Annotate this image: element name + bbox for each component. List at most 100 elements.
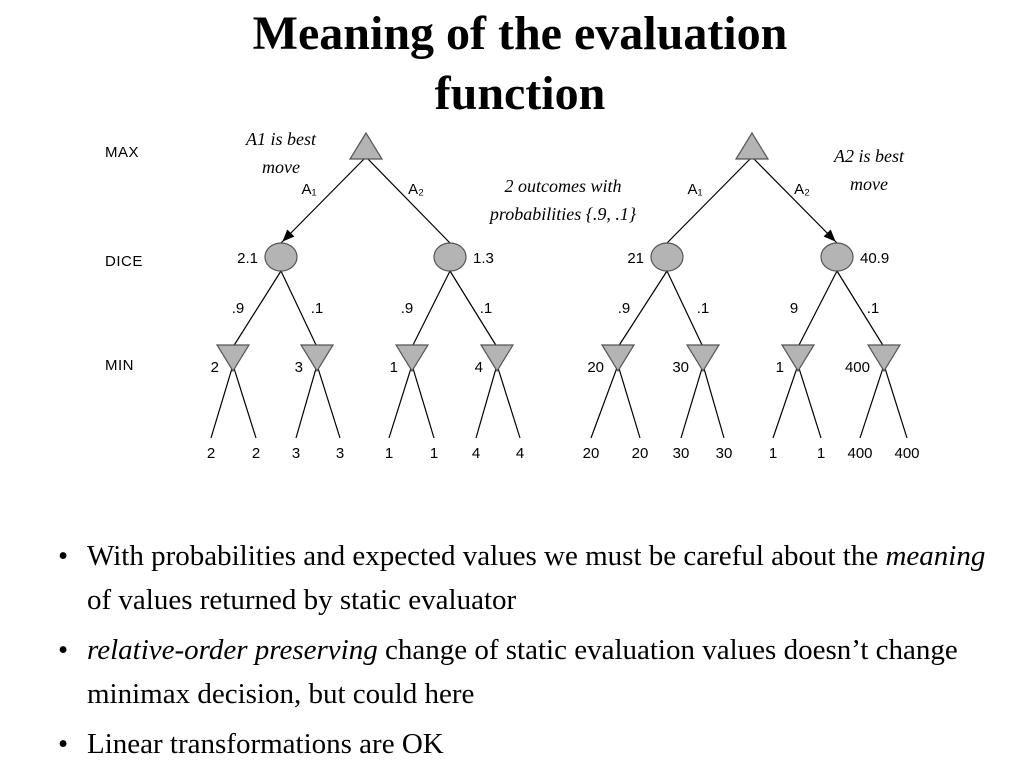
min-node [479,344,515,373]
edge-max-to-chance [365,156,451,244]
title-line-2: function [434,67,606,120]
min-value-label: 3 [295,359,303,376]
chance-node [433,242,467,272]
edge-min-to-leaf [295,364,318,439]
edge-min-to-leaf [210,364,234,439]
leaf-value: 3 [336,445,344,462]
edge-max-to-chance [280,156,367,244]
leaf-value: 1 [385,445,393,462]
max-node [348,131,384,160]
edge-max-to-chance [751,156,838,244]
leaf-value: 1 [817,445,825,462]
leaf-value: 2 [252,445,260,462]
move-label: A₂ [408,181,424,198]
bullet-text: With probabilities and expected values w… [87,540,886,572]
leaf-value: 20 [583,445,600,462]
probability-label: .9 [401,300,414,317]
move-label: A₁ [301,181,316,198]
annotation-probabilities: probabilities {.9, .1} [488,204,637,224]
leaf-value: 1 [430,445,438,462]
bullet-text: Linear transformations are OK [87,728,444,760]
edge-min-to-leaf [797,364,822,439]
leaf-value: 4 [472,445,480,462]
page-title: Meaning of the evaluation function [0,4,1024,124]
level-label-max: MAX [105,144,139,161]
max-node [734,131,770,160]
bullet-text: of values returned by static evaluator [87,584,517,616]
annotation-a1-best: A1 is best [245,129,317,149]
leaf-value: 3 [292,445,300,462]
tree-nodes [215,131,515,373]
move-label: A₂ [794,181,810,198]
edge-chance-to-min [797,270,838,348]
chance-node [820,242,854,272]
game-tree-left: A₁ A₂ 2.1 1.3 .9 .1 .9 .1 2 3 1 4 2 2 3 3 1 1 4 4 [207,131,524,462]
probability-label: .1 [480,300,493,317]
edge-min-to-leaf [411,364,435,439]
min-node [685,344,721,373]
tree-edges [590,156,908,439]
chance-node [264,242,298,272]
edge-chance-to-min [666,270,704,348]
bullet-item: With probabilities and expected values w… [58,534,998,622]
edge-chance-to-min [836,270,885,348]
edge-min-to-leaf [232,364,257,439]
leaf-value: 30 [716,445,733,462]
annotations: A1 is best move A2 is best move 2 outcom… [245,129,905,224]
title-line-1: Meaning of the evaluation [252,7,788,60]
min-value-label: 20 [587,359,604,376]
tree-edges [210,156,521,439]
edge-min-to-leaf [883,364,908,439]
level-label-min: MIN [105,357,134,374]
probability-label: .1 [697,300,710,317]
edge-min-to-leaf [680,364,704,439]
best-move-arrowhead [282,229,295,242]
annotation-a2-best-move: move [850,174,888,194]
min-node [394,344,430,373]
min-value-label: 1 [390,359,398,376]
expected-value-label: 21 [627,250,644,267]
best-move-arrowhead [823,229,836,242]
edge-min-to-leaf [496,364,521,439]
tree-labels: A₁ A₂ 2.1 1.3 .9 .1 .9 .1 2 3 1 4 2 2 3 3 1 1 4 4 [207,181,524,462]
level-labels: MAX DICE MIN [105,144,143,374]
min-node [215,344,251,373]
expected-value-label: 1.3 [473,250,494,267]
probability-label: 9 [790,300,798,317]
emphasis-text: relative-order preserving [87,634,378,666]
leaf-value: 400 [847,445,872,462]
annotation-a1-best-move: move [262,157,300,177]
leaf-value: 20 [632,445,649,462]
leaf-value: 4 [516,445,524,462]
probability-label: .1 [867,300,880,317]
expected-value-label: 40.9 [860,250,889,267]
leaf-value: 1 [769,445,777,462]
edge-min-to-leaf [388,364,413,439]
leaf-value: 2 [207,445,215,462]
move-label: A₁ [687,181,702,198]
probability-label: .9 [232,300,245,317]
game-tree-right: A₁ A₂ 21 40.9 .9 .1 9 .1 20 30 1 400 20 20 30 30 1 1 400 40… [583,131,920,462]
edge-chance-to-min [232,270,282,348]
edge-min-to-leaf [475,364,498,439]
edge-chance-to-min [280,270,318,348]
min-value-label: 2 [211,359,219,376]
leaf-value: 30 [673,445,690,462]
chance-node [650,242,684,272]
edge-min-to-leaf [617,364,641,439]
annotation-outcomes: 2 outcomes with [505,176,622,196]
min-node [299,344,335,373]
min-value-label: 4 [475,359,483,376]
min-node [780,344,816,373]
edge-min-to-leaf [590,364,619,439]
bullet-item: relative-order preserving change of stat… [58,628,998,716]
edge-chance-to-min [411,270,451,348]
edge-chance-to-min [617,270,668,348]
tree-nodes [600,131,902,373]
tree-labels: A₁ A₂ 21 40.9 .9 .1 9 .1 20 30 1 400 20 20 30 30 1 1 400 40… [583,181,920,462]
expected-value-label: 2.1 [237,250,258,267]
edge-min-to-leaf [772,364,799,439]
edge-max-to-chance [666,156,753,244]
leaf-value: 400 [894,445,919,462]
level-label-dice: DICE [105,253,143,270]
